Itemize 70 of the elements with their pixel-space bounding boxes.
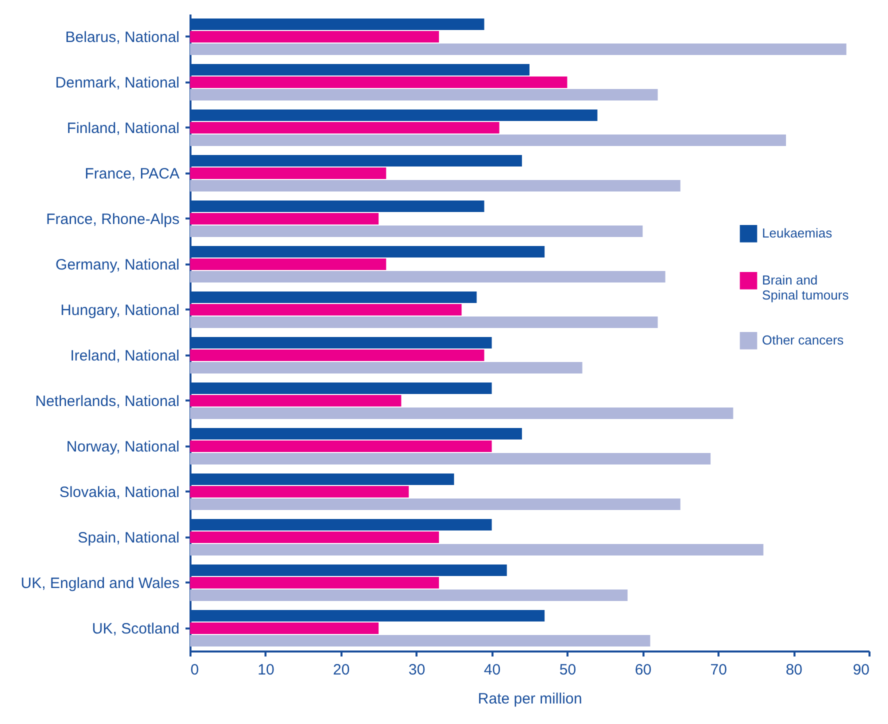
y-tick-label: Norway, National xyxy=(66,438,180,456)
bar xyxy=(190,474,454,486)
bar xyxy=(190,440,492,452)
bar xyxy=(190,610,545,622)
y-tick-label: UK, England and Wales xyxy=(20,574,180,592)
bar xyxy=(190,76,568,88)
bar xyxy=(190,304,462,316)
bar xyxy=(190,258,386,270)
legend-label: Leukaemias xyxy=(762,226,833,241)
y-tick-label: Denmark, National xyxy=(55,74,180,92)
x-tick-label: 40 xyxy=(484,662,501,678)
bar xyxy=(190,498,680,510)
x-tick-label: 20 xyxy=(333,662,350,678)
bar xyxy=(190,122,500,134)
y-tick-label: Finland, National xyxy=(66,120,180,137)
bar xyxy=(190,395,402,406)
bar xyxy=(190,168,386,179)
bar xyxy=(190,577,439,588)
bar xyxy=(190,622,379,634)
bar xyxy=(190,337,492,349)
bar xyxy=(190,180,680,192)
bar xyxy=(190,225,643,237)
bar xyxy=(190,110,598,122)
bar xyxy=(190,519,492,531)
bar xyxy=(190,634,650,646)
bar xyxy=(190,544,764,556)
bar xyxy=(190,382,492,394)
y-tick-label: UK, Scotland xyxy=(92,620,180,638)
bar xyxy=(190,155,522,167)
y-tick-label: Slovakia, National xyxy=(59,484,180,501)
legend-label: Other cancers xyxy=(762,332,844,348)
bar xyxy=(190,407,734,419)
y-tick-label: Ireland, National xyxy=(70,347,180,364)
bar xyxy=(190,213,379,224)
x-tick-label: 50 xyxy=(559,662,576,678)
bar xyxy=(190,43,846,55)
bar xyxy=(190,200,484,212)
bar xyxy=(190,18,484,30)
bar xyxy=(190,134,786,146)
x-tick-label: 30 xyxy=(408,662,426,678)
y-tick-label: Germany, National xyxy=(56,256,180,274)
bar xyxy=(190,428,522,440)
y-tick-label: Belarus, National xyxy=(65,28,180,46)
bar xyxy=(190,31,439,42)
bar xyxy=(190,64,530,76)
bar xyxy=(190,564,507,576)
bar xyxy=(190,532,439,543)
y-tick-label: Spain, National xyxy=(78,529,180,546)
bar xyxy=(190,589,628,601)
bar xyxy=(190,362,582,374)
y-tick-label: Hungary, National xyxy=(60,302,180,319)
x-tick-label: 90 xyxy=(852,662,870,678)
bar xyxy=(190,270,666,282)
bar xyxy=(190,88,658,100)
bar xyxy=(190,246,545,258)
legend-label: Brain and Spinal tumours xyxy=(762,272,850,303)
x-axis-title: Rate per million xyxy=(478,690,582,708)
y-tick-label: France, Rhone-Alps xyxy=(46,210,180,228)
bar xyxy=(190,452,711,464)
bar xyxy=(190,316,658,328)
x-tick-label: 60 xyxy=(634,662,652,678)
x-tick-label: 0 xyxy=(190,662,199,678)
y-tick-label: Netherlands, National xyxy=(35,392,180,410)
x-tick-label: 70 xyxy=(710,662,727,678)
y-tick-label: France, PACA xyxy=(84,165,180,182)
bar xyxy=(190,350,484,361)
bar xyxy=(190,292,477,304)
x-tick-label: 10 xyxy=(258,662,274,678)
x-tick-label: 80 xyxy=(786,662,802,678)
bar xyxy=(190,486,409,498)
